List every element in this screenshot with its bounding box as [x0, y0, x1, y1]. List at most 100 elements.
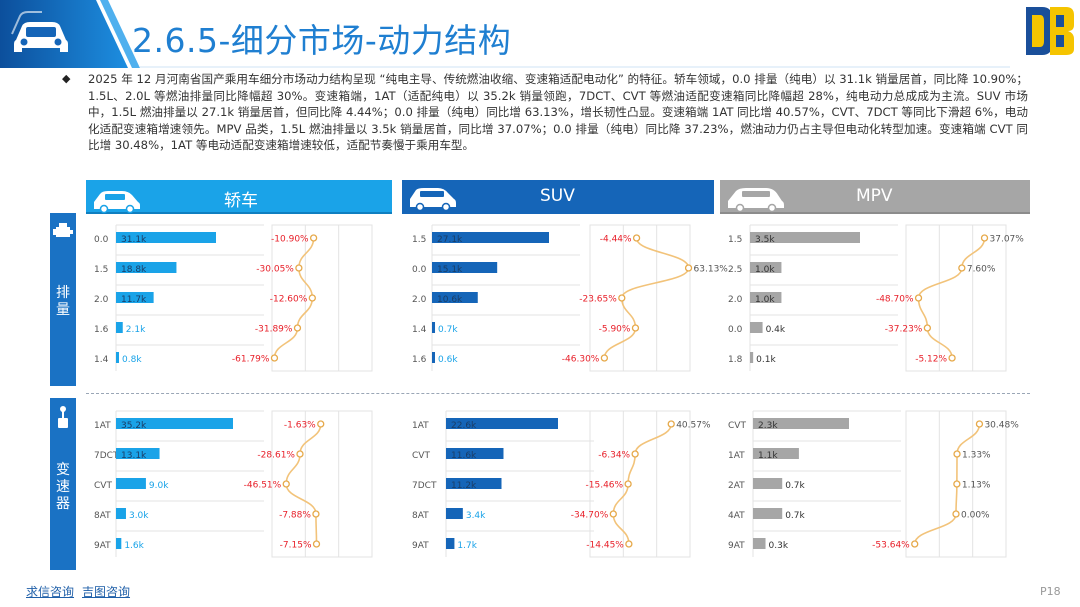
tab-label: 轿车 — [224, 191, 258, 211]
growth-point — [317, 420, 325, 428]
category-label: 1AT — [412, 421, 429, 431]
data-label: 0.1k — [756, 355, 776, 365]
growth-label: -34.70% — [571, 511, 609, 521]
category-label: 1.8 — [728, 355, 743, 365]
row-label-text: 排量 — [56, 285, 70, 318]
growth-point — [914, 294, 923, 302]
growth-label: -10.90% — [271, 235, 309, 245]
chart-SUV-变速器: 1AT 22.6k CVT 11.6k 7DCT 11.2k 8AT 3.4k 9AT 1.7k 4… — [412, 410, 711, 558]
chart-MPV-变速器: CVT 2.3k 1AT 1.1k 2AT 0.7k 4AT 0.7k 9AT 0.3k 30.48… — [728, 410, 1019, 558]
growth-point — [282, 480, 290, 488]
bar — [753, 478, 783, 489]
data-label: 0.3k — [769, 541, 789, 551]
page-number: P18 — [1040, 585, 1061, 598]
row-label-text: 变速器 — [56, 462, 70, 512]
growth-label: -53.64% — [872, 541, 910, 551]
category-label: 1.6 — [412, 355, 427, 365]
bar — [116, 448, 160, 459]
category-label: 8AT — [94, 511, 111, 521]
category-label: 1.4 — [94, 355, 109, 365]
growth-label: -7.15% — [280, 541, 312, 551]
growth-point — [953, 480, 961, 488]
row-label-transmission: 变速器 — [50, 398, 76, 570]
data-label: 22.6k — [451, 421, 477, 431]
growth-point — [953, 450, 961, 458]
bar — [116, 262, 177, 273]
category-label: 1AT — [728, 451, 745, 461]
bar — [446, 478, 502, 489]
growth-point — [293, 324, 302, 332]
growth-label: 37.07% — [990, 235, 1025, 245]
growth-point — [952, 510, 960, 518]
category-label: 0.0 — [94, 235, 109, 245]
tab-label: MPV — [856, 186, 893, 206]
chart-轿车-变速器: 1AT 35.2k 7DCT 13.1k CVT 9.0k 8AT 3.0k 9AT 1.6k -1… — [94, 410, 373, 558]
growth-label: 1.33% — [962, 451, 991, 461]
growth-label: -5.90% — [599, 325, 631, 335]
growth-point — [618, 294, 626, 302]
data-label: 0.7k — [438, 325, 458, 335]
growth-label: -61.79% — [232, 355, 270, 365]
bar — [750, 232, 860, 243]
line-chart-frame — [589, 410, 691, 558]
bar — [750, 292, 782, 303]
category-label: 2.0 — [94, 295, 109, 305]
growth-label: -31.89% — [255, 325, 293, 335]
data-label: 10.6k — [437, 295, 463, 305]
growth-label: 7.60% — [967, 265, 996, 275]
bar — [116, 418, 233, 429]
chart-轿车-排量: 0.0 31.1k 1.5 18.8k 2.0 11.7k 1.6 2.1k 1.4 0.8k -1… — [94, 224, 373, 372]
gear-shift-icon — [58, 406, 68, 428]
category-label: 2.0 — [728, 295, 743, 305]
footer-link-qiuxin[interactable]: 求信咨询 — [26, 585, 75, 599]
growth-point — [923, 324, 932, 332]
growth-point — [312, 540, 321, 548]
growth-label: -1.63% — [284, 421, 316, 431]
bar — [753, 448, 799, 459]
row-label-displacement: 排量 — [50, 213, 76, 386]
growth-point — [911, 540, 919, 548]
growth-point — [309, 234, 318, 242]
growth-label: 30.48% — [984, 421, 1019, 431]
growth-line — [913, 423, 981, 545]
engine-icon — [53, 223, 73, 237]
growth-point — [631, 324, 640, 332]
bar — [116, 538, 122, 549]
growth-label: -46.30% — [562, 355, 600, 365]
growth-label: -48.70% — [876, 295, 914, 305]
data-label: 31.1k — [121, 235, 147, 245]
data-label: 35.2k — [121, 421, 147, 431]
growth-point — [667, 420, 675, 428]
bar — [753, 418, 849, 429]
category-label: CVT — [94, 481, 112, 491]
summary-paragraph: 2025 年 12 月河南省国产乘用车细分市场动力结构呈现 “纯电主导、传统燃油… — [88, 72, 1028, 153]
chart-SUV-排量: 1.5 27.1k 0.0 15.1k 2.0 10.6k 1.4 0.7k 1.6 0.6k -4… — [412, 224, 729, 372]
car-icon — [11, 11, 68, 52]
data-label: 11.7k — [121, 295, 147, 305]
growth-label: 63.13% — [694, 265, 729, 275]
category-label: 7DCT — [94, 451, 119, 461]
growth-point — [948, 354, 956, 362]
bar — [446, 508, 463, 519]
growth-point — [631, 450, 639, 458]
data-label: 9.0k — [149, 481, 169, 491]
data-label: 3.4k — [466, 511, 486, 521]
bar — [753, 508, 783, 519]
category-label: 2.5 — [728, 265, 742, 275]
growth-point — [312, 510, 320, 518]
growth-point — [632, 234, 641, 242]
bar — [750, 352, 754, 363]
data-label: 2.3k — [758, 421, 778, 431]
category-label: 1AT — [94, 421, 111, 431]
data-label: 13.1k — [121, 451, 147, 461]
footer-link-jitu[interactable]: 吉图咨询 — [82, 585, 131, 599]
data-label: 15.1k — [437, 265, 463, 275]
category-label: 1.5 — [412, 235, 426, 245]
suv-icon — [410, 188, 456, 212]
data-label: 3.0k — [129, 511, 149, 521]
line-chart-frame — [905, 410, 1007, 558]
bar — [116, 292, 154, 303]
bar — [753, 538, 766, 549]
bar — [432, 232, 549, 243]
data-label: 1.6k — [124, 541, 144, 551]
